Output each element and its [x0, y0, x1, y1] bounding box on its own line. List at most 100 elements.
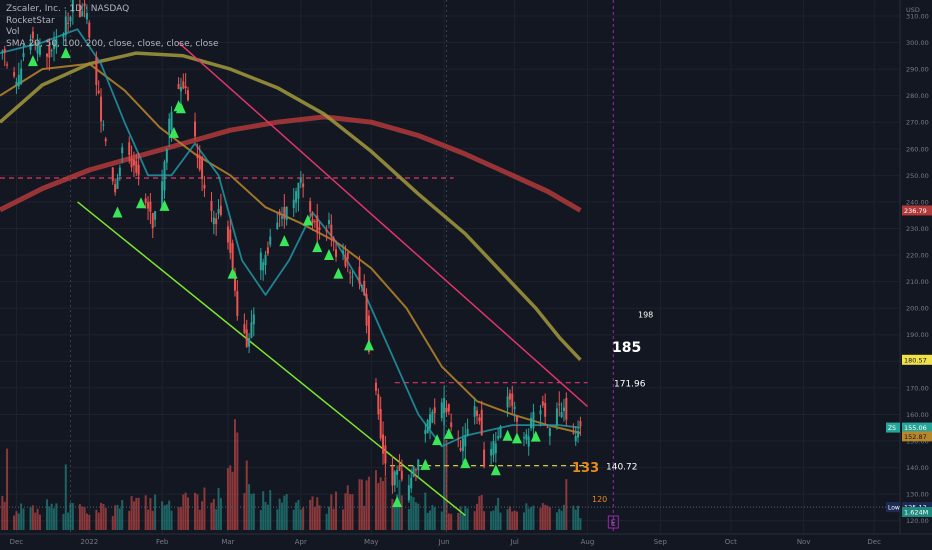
- chart-annotation: 133: [572, 461, 599, 476]
- candle-body: [276, 222, 279, 230]
- price-tick-label: 240.00: [906, 198, 929, 206]
- indicator-rocketstar[interactable]: RocketStar: [6, 15, 55, 26]
- volume-bar: [318, 505, 321, 530]
- candle-body: [22, 53, 25, 58]
- time-tick-label: Dec: [10, 538, 24, 546]
- candle-body: [217, 209, 220, 214]
- candle-body: [459, 448, 462, 451]
- indicator-volume[interactable]: Vol: [6, 27, 20, 37]
- candle-body: [6, 64, 9, 66]
- candle-body: [149, 201, 152, 212]
- time-axis[interactable]: Dec 2022 Feb Mar Apr May Jun Jul Aug Sep Oct Nov Dec…: [0, 515, 932, 550]
- price-tags: 236.79180.57155.06ZS152.87125.12Low1.624…: [886, 205, 932, 517]
- candle-body: [492, 440, 495, 456]
- volume-bar: [494, 505, 497, 530]
- volume-bar: [548, 506, 551, 530]
- volume-tag: [902, 507, 932, 517]
- candle-body: [194, 121, 197, 137]
- volume-bar: [450, 513, 453, 530]
- volume-bar: [562, 504, 565, 530]
- candle-body: [252, 314, 255, 325]
- volume-bar: [532, 505, 535, 530]
- candle-body: [3, 48, 6, 53]
- volume-bar: [31, 505, 34, 530]
- volume-bar: [97, 512, 100, 530]
- volume-bar: [217, 487, 220, 530]
- candle-body: [20, 68, 23, 85]
- signal-up-arrow: [443, 427, 454, 439]
- candle-body: [457, 438, 460, 440]
- candle-body: [530, 417, 533, 429]
- signal-up-arrow: [530, 430, 541, 442]
- volume-bar: [499, 512, 502, 530]
- volume-bar: [13, 515, 16, 530]
- candle-body: [349, 272, 352, 274]
- candle-body: [466, 428, 469, 435]
- indicator-sma[interactable]: SMA 20, 50, 100, 200, close, close, clos…: [6, 38, 219, 49]
- price-tick-label: 190.00: [906, 331, 929, 339]
- candle-body: [147, 202, 150, 209]
- candle-body: [426, 419, 429, 434]
- volume-bar: [215, 509, 218, 530]
- volume-bar: [443, 405, 446, 530]
- candle-body: [525, 434, 528, 440]
- candle-body: [562, 407, 565, 412]
- candle-body: [431, 411, 434, 423]
- candle-body: [473, 406, 476, 417]
- candle-body: [377, 394, 380, 415]
- candle-body: [285, 206, 288, 220]
- price-tick-label: 160.00: [906, 411, 929, 419]
- candle-body: [266, 247, 269, 254]
- volume-bar: [102, 503, 105, 530]
- volume-bar: [121, 499, 124, 530]
- volume-bar: [342, 509, 345, 530]
- volume-bar: [283, 495, 286, 530]
- candle-body: [297, 182, 300, 199]
- volume-bar: [360, 479, 363, 530]
- volume-bar: [55, 503, 58, 530]
- volume-bar: [147, 509, 150, 530]
- candle-body: [309, 201, 312, 212]
- time-tick-label: May: [364, 538, 378, 546]
- chart-annotation: 120: [592, 495, 607, 504]
- signal-up-arrow: [323, 249, 334, 261]
- signal-up-arrow: [432, 434, 443, 446]
- volume-bar: [34, 512, 37, 530]
- volume-bar: [393, 503, 396, 530]
- candle-body: [476, 410, 479, 416]
- volume-bar: [508, 506, 511, 530]
- price-tag-label: 180.57: [904, 356, 927, 364]
- volume-bar: [523, 512, 526, 530]
- candle-body: [177, 83, 180, 90]
- volume-bar: [135, 497, 138, 530]
- price-axis[interactable]: USD 120.00 130.00 140.00 150.00 160.00 170.00 1…: [899, 0, 932, 550]
- signal-up-arrow: [333, 267, 344, 279]
- volume-bar: [513, 510, 516, 530]
- volume-bar: [457, 512, 460, 530]
- candle-body: [483, 449, 486, 467]
- candle-body: [506, 396, 509, 408]
- candle-body: [311, 219, 314, 224]
- volume-bar: [104, 508, 107, 530]
- candle-body: [245, 329, 248, 347]
- volume-bar: [527, 508, 530, 530]
- symbol-title[interactable]: Zscaler, Inc. · 1D · NASDAQ: [6, 4, 130, 14]
- sma100-line: [0, 51, 582, 361]
- volume-bar: [229, 465, 232, 530]
- volume-bar: [1, 495, 4, 530]
- price-tag-symbol: [886, 502, 900, 513]
- volume-bar: [560, 510, 563, 530]
- volume-bar: [203, 487, 206, 530]
- volume-bar: [555, 512, 558, 530]
- candle-body: [367, 315, 370, 353]
- time-tick-label: 2022: [80, 538, 98, 546]
- volume-bar: [480, 494, 483, 530]
- volume-bar: [544, 504, 547, 530]
- volume-bar: [48, 506, 51, 530]
- candle-body: [170, 111, 173, 131]
- candle-body: [17, 74, 20, 87]
- earnings-marker[interactable]: [607, 515, 619, 529]
- signal-up-arrow: [112, 206, 123, 218]
